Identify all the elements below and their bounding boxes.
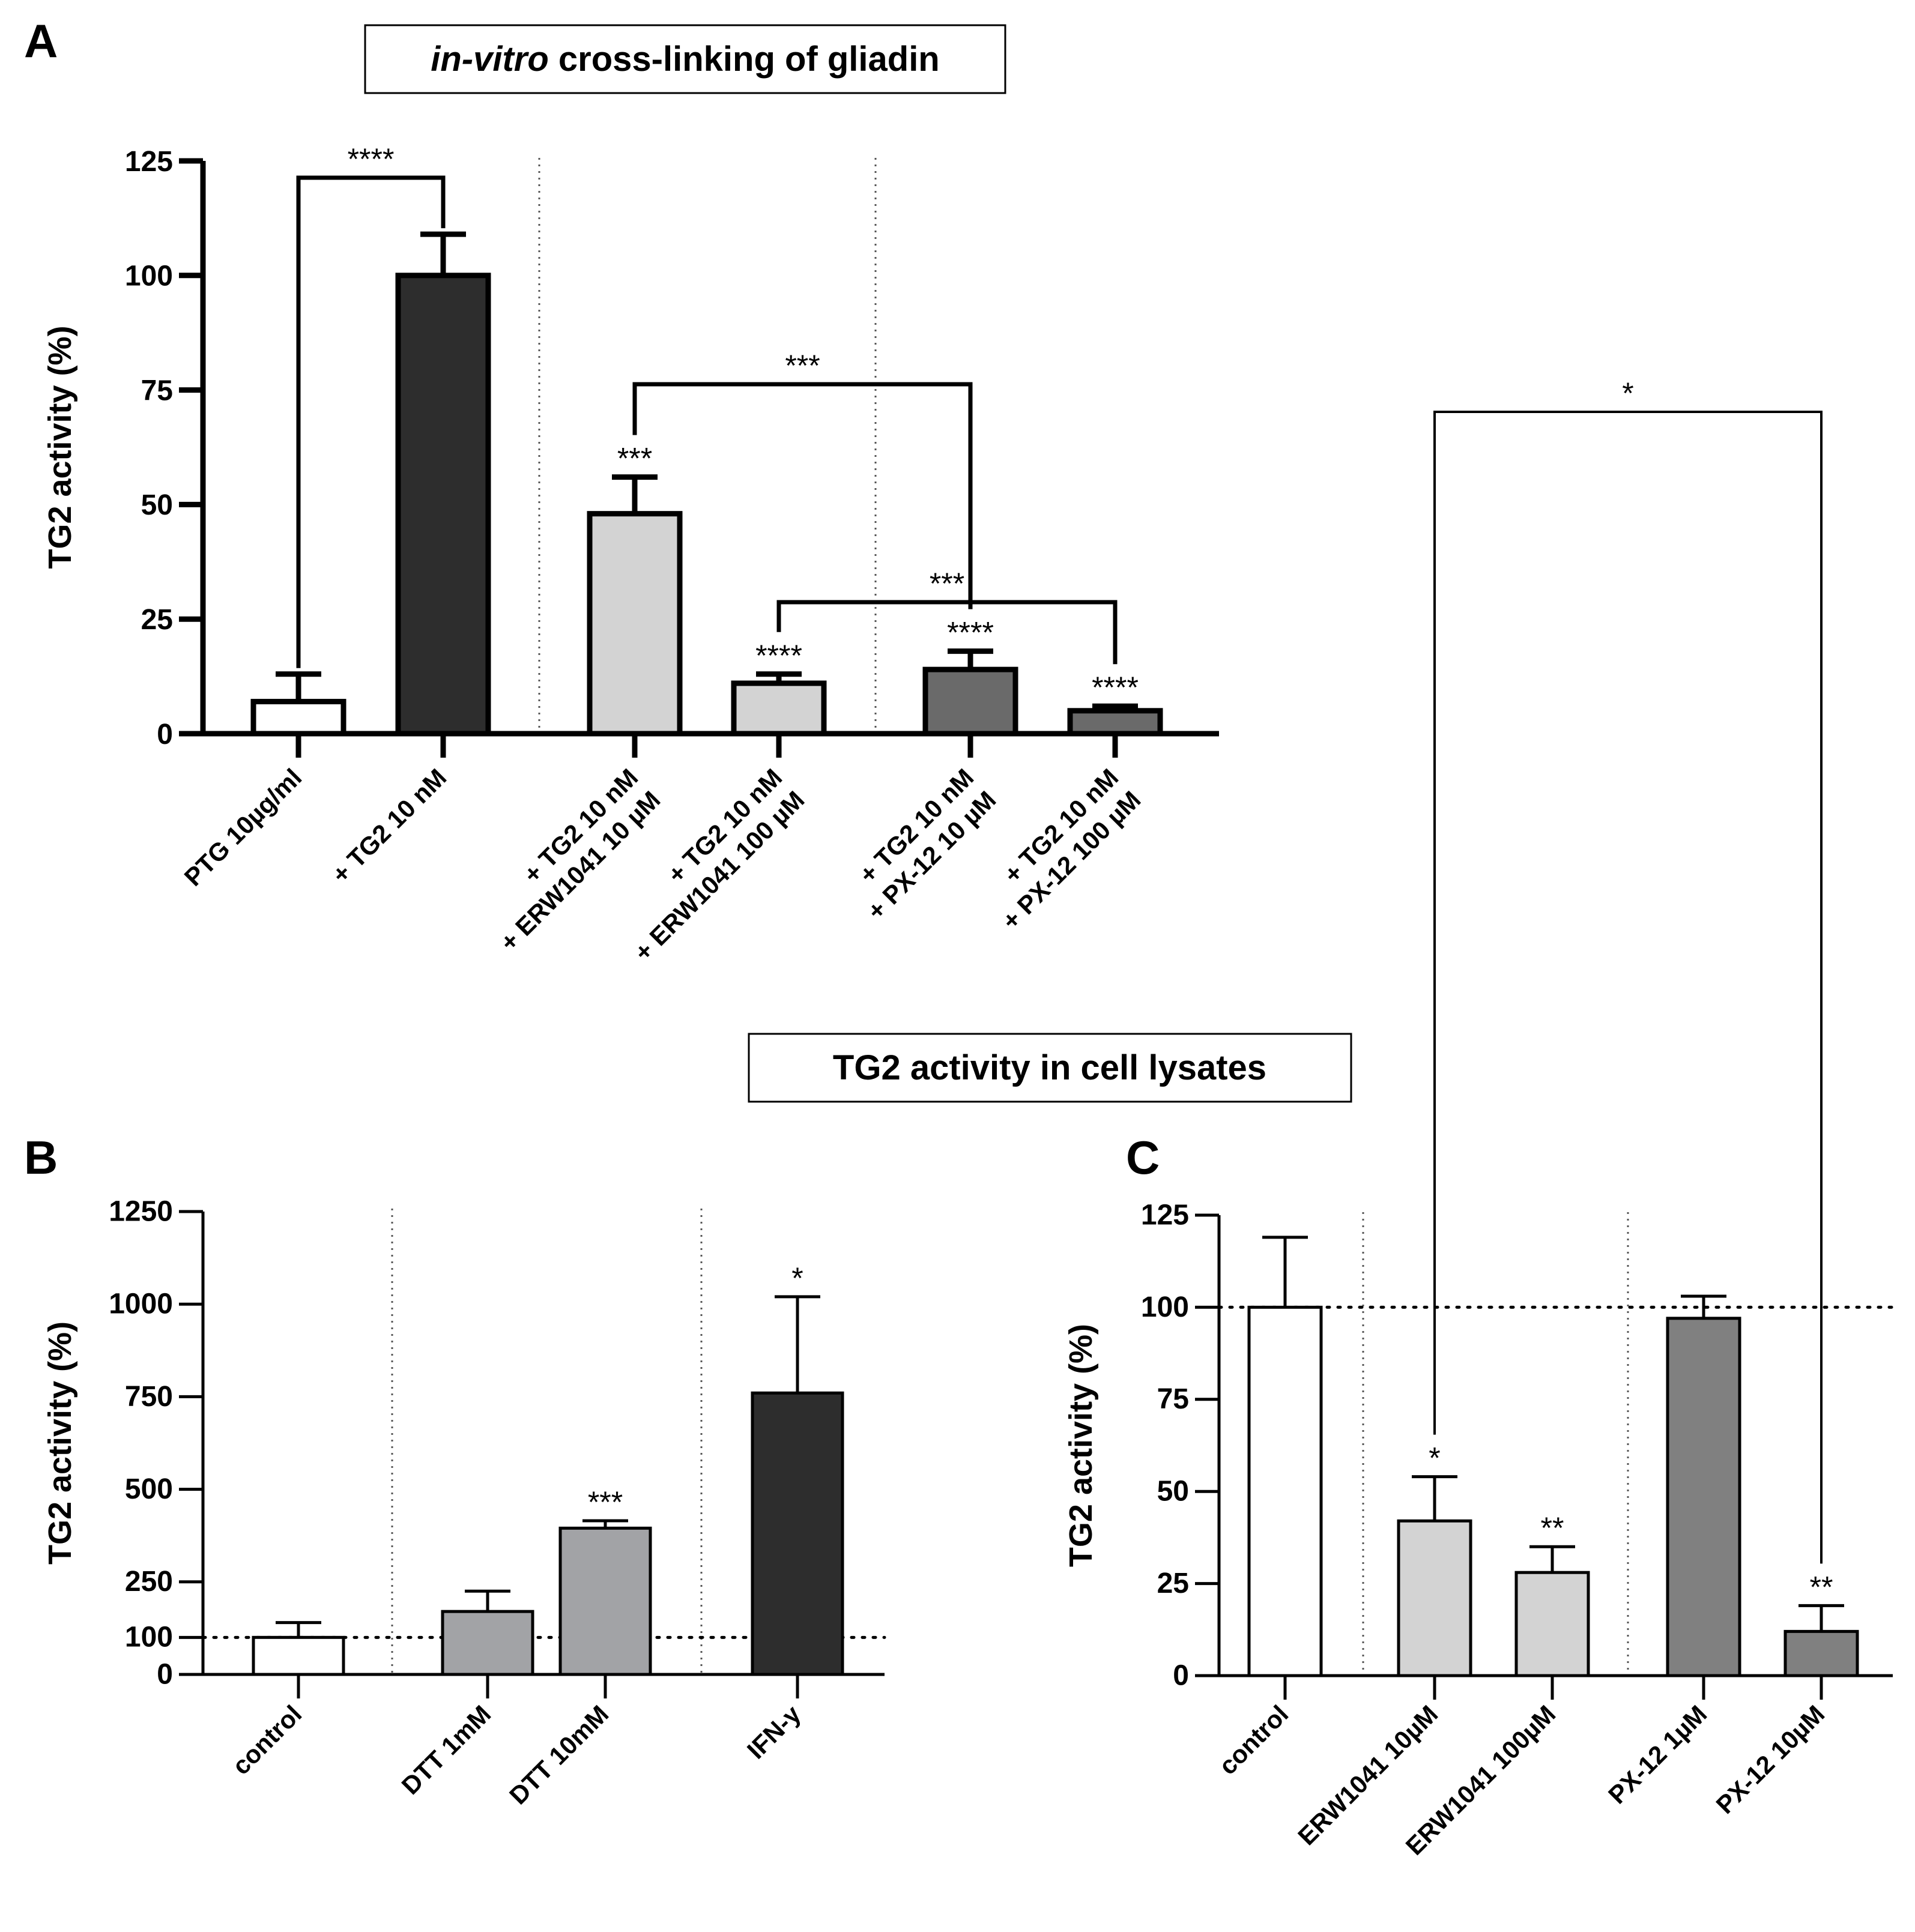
significance-c-2: ** [1541, 1511, 1564, 1545]
title-top-rest: cross-linking of gliadin [549, 40, 940, 79]
category-label-c-4: PX-12 10µM [1710, 1700, 1830, 1819]
significance-c-4: ** [1810, 1570, 1833, 1604]
category-line-b-3-0: IFN-y [742, 1700, 806, 1764]
title-box-middle [748, 1033, 1352, 1103]
y-axis-label-a: TG2 activity (%) [42, 325, 78, 569]
category-label-b-1: DTT 1mM [396, 1700, 496, 1800]
y-tick-label-c-75: 75 [1157, 1383, 1189, 1415]
y-tick-label-c-100: 100 [1141, 1291, 1189, 1323]
category-label-a-5: + TG2 10 nM+ PX-12 100 µM [974, 763, 1146, 935]
category-line-b-2-0: DTT 10mM [504, 1700, 614, 1810]
category-label-a-4: + TG2 10 nM+ PX-12 10 µM [840, 763, 1002, 925]
bar-c-2 [1514, 1571, 1590, 1677]
bar-b-1 [441, 1610, 534, 1676]
bar-c-4 [1783, 1629, 1859, 1677]
category-line-c-3-0: PX-12 1µM [1603, 1700, 1712, 1809]
y-tick-label-a-25: 25 [141, 604, 173, 636]
y-tick-label-a-75: 75 [141, 375, 173, 406]
bar-b-3 [751, 1391, 844, 1676]
title-top: in-vitro cross-linking of gliadin [431, 40, 940, 79]
y-axis-label-c: TG2 activity (%) [1063, 1324, 1099, 1567]
bar-c-3 [1666, 1317, 1741, 1677]
category-label-b-0: control [226, 1700, 307, 1780]
y-axis-label-b: TG2 activity (%) [42, 1321, 78, 1565]
y-tick-label-c-25: 25 [1157, 1568, 1189, 1599]
significance-b-3: * [791, 1261, 803, 1295]
bar-a-3 [731, 680, 827, 737]
bracket-label-c-0: * [1622, 376, 1633, 410]
y-tick-label-a-100: 100 [125, 261, 173, 292]
significance-b-2: *** [588, 1485, 623, 1519]
bar-a-2 [587, 511, 683, 737]
significance-a-4: **** [947, 616, 994, 650]
category-label-a-2: + TG2 10 nM+ ERW1041 10 µM [472, 763, 665, 956]
category-line-a-0-0: PTG 10µg/ml [179, 763, 307, 892]
bracket-a-0 [296, 175, 446, 668]
category-label-c-3: PX-12 1µM [1603, 1700, 1712, 1809]
bar-b-0 [252, 1635, 345, 1676]
category-line-b-1-0: DTT 1mM [396, 1700, 496, 1800]
y-tick-label-a-125: 125 [125, 146, 173, 178]
bar-c-1 [1397, 1519, 1472, 1677]
y-tick-label-c-0: 0 [1173, 1659, 1189, 1691]
y-tick-label-a-0: 0 [157, 719, 173, 750]
significance-a-5: **** [1092, 671, 1139, 704]
category-line-c-4-0: PX-12 10µM [1710, 1700, 1830, 1819]
bar-a-0 [250, 699, 346, 737]
y-tick-label-b-250: 250 [125, 1566, 173, 1598]
y-tick-label-b-500: 500 [125, 1473, 173, 1505]
chart-a: 0 25 50 75 100 125 TG2 activity (%) PTG 10µg/ml… [42, 142, 1219, 967]
panel-letter-b: B [24, 1131, 58, 1184]
category-line-c-0-0: control [1213, 1700, 1293, 1780]
title-middle: TG2 activity in cell lysates [833, 1048, 1266, 1087]
bar-a-1 [395, 273, 491, 737]
y-tick-label-b-0: 0 [157, 1658, 173, 1690]
significance-c-1: * [1429, 1441, 1440, 1475]
significance-a-2: *** [617, 442, 652, 475]
bar-a-4 [922, 666, 1018, 737]
category-line-b-0-0: control [226, 1700, 307, 1780]
bracket-label-a-0: **** [348, 142, 395, 176]
y-tick-label-b-100: 100 [125, 1622, 173, 1653]
bar-a-5 [1067, 708, 1163, 737]
category-label-b-3: IFN-y [742, 1700, 806, 1764]
panel-letter-c: C [1126, 1131, 1160, 1184]
chart-b: 0 100 250 500 750 1000 1250 TG2 activity (%) con… [42, 1195, 886, 1810]
category-label-c-0: control [1213, 1700, 1293, 1780]
y-tick-label-b-1000: 1000 [109, 1288, 173, 1320]
y-tick-label-b-1250: 1250 [109, 1195, 173, 1227]
category-line-a-1-0: + TG2 10 nM [326, 763, 452, 889]
panel-letter-a: A [24, 14, 58, 67]
category-label-a-1: + TG2 10 nM [326, 763, 452, 889]
category-label-a-0: PTG 10µg/ml [179, 763, 307, 892]
bracket-c-0 [1433, 411, 1823, 1564]
y-tick-label-b-750: 750 [125, 1381, 173, 1413]
y-tick-label-c-125: 125 [1141, 1199, 1189, 1231]
bracket-a-1 [632, 382, 973, 609]
bracket-label-a-1: *** [785, 349, 820, 382]
title-top-italic: in-vitro [431, 40, 549, 79]
bar-b-2 [558, 1526, 652, 1676]
category-label-b-2: DTT 10mM [504, 1700, 614, 1810]
significance-a-3: **** [755, 639, 802, 672]
bar-c-0 [1247, 1305, 1323, 1677]
y-tick-label-a-50: 50 [141, 489, 173, 521]
bracket-label-a-2: *** [930, 567, 964, 600]
title-box-top [364, 24, 1006, 94]
bracket-a-2 [776, 600, 1118, 665]
y-tick-label-c-50: 50 [1157, 1476, 1189, 1508]
